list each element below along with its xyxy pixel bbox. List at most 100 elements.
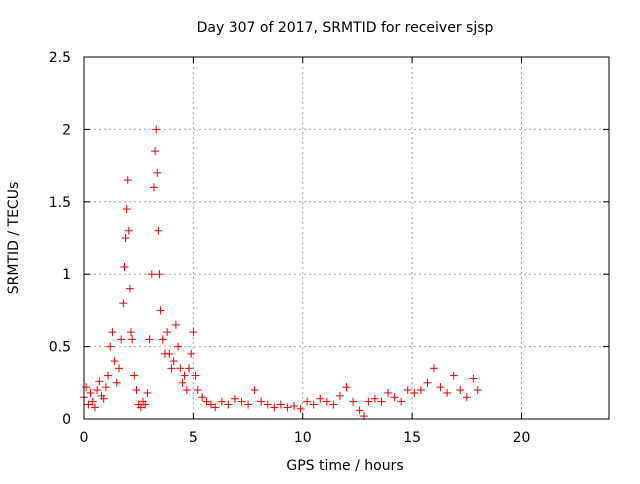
data-point (123, 176, 132, 185)
x-tick-label: 15 (403, 430, 421, 446)
data-point (108, 328, 117, 337)
data-point (84, 400, 93, 409)
x-tick-label: 5 (189, 430, 198, 446)
data-point (128, 335, 137, 344)
data-point (117, 335, 126, 344)
data-point (167, 364, 176, 373)
x-axis-title: GPS time / hours (286, 458, 403, 474)
data-point (141, 400, 150, 409)
data-point (169, 357, 178, 366)
data-point (283, 403, 292, 412)
data-point (263, 400, 272, 409)
x-tick-label: 10 (294, 430, 312, 446)
data-point (99, 394, 108, 403)
data-point (147, 270, 156, 279)
data-point (237, 397, 246, 406)
data-point (115, 364, 123, 373)
plot-frame (83, 56, 610, 420)
data-point (469, 374, 478, 383)
data-point (456, 386, 465, 395)
data-point (270, 403, 279, 412)
data-point (145, 335, 154, 344)
data-point (309, 400, 318, 409)
grid-layer (84, 57, 609, 419)
data-point (202, 397, 211, 406)
x-tick-label: 20 (513, 430, 531, 446)
data-point (163, 328, 172, 337)
x-tick-label: 0 (80, 430, 89, 446)
y-tick-label: 0.5 (49, 340, 71, 356)
data-point (178, 378, 187, 387)
y-tick-label: 0 (62, 412, 71, 428)
data-point (132, 386, 141, 395)
data-point (182, 386, 191, 395)
data-point (151, 147, 160, 156)
data-point (224, 400, 233, 409)
data-point (125, 284, 134, 293)
data-point (101, 383, 110, 392)
data-point (165, 349, 174, 358)
data-point (136, 403, 145, 412)
data-point (90, 403, 99, 412)
data-point (384, 388, 393, 397)
data-point (119, 299, 128, 308)
data-point (93, 386, 102, 395)
data-point (110, 357, 119, 366)
y-axis-title: SRMTID / TECUs (6, 182, 22, 295)
y-tick-label: 1.5 (49, 195, 71, 211)
data-point (156, 306, 165, 315)
data-point (122, 205, 131, 214)
data-point (296, 404, 305, 413)
data-point (130, 371, 139, 380)
data-point (473, 386, 482, 395)
data-point (176, 364, 185, 373)
data-point (124, 226, 133, 235)
data-point (191, 371, 200, 380)
data-point (217, 397, 226, 406)
y-tick-label: 2 (62, 122, 71, 138)
data-point (174, 342, 183, 351)
data-point (152, 125, 161, 134)
data-point (410, 388, 419, 397)
data-point (95, 377, 104, 386)
data-point (120, 262, 129, 271)
data-point (106, 342, 115, 351)
data-point (88, 397, 97, 406)
data-point (329, 400, 338, 409)
data-point (430, 364, 438, 373)
data-point (180, 371, 189, 380)
data-point (127, 328, 136, 337)
data-point (390, 393, 399, 402)
data-point (377, 397, 386, 406)
data-point (335, 391, 344, 400)
data-point (153, 168, 162, 177)
data-point (171, 320, 180, 329)
data-point (370, 394, 379, 403)
y-tick-label: 1 (62, 267, 71, 283)
data-point (185, 364, 193, 373)
data-point (244, 400, 253, 409)
data-point (154, 226, 163, 235)
data-point (355, 406, 364, 415)
data-point (155, 270, 164, 279)
data-point (112, 378, 121, 387)
data-point (290, 401, 298, 410)
data-point (349, 397, 358, 406)
data-point (121, 234, 130, 242)
data-point (416, 386, 425, 395)
data-point (303, 397, 312, 406)
data-point (364, 397, 373, 406)
data-point (206, 400, 215, 409)
data-point (342, 383, 351, 392)
data-point (250, 386, 259, 395)
data-point (449, 371, 458, 380)
data-point (104, 371, 113, 380)
data-point (436, 383, 445, 392)
data-point (276, 400, 285, 409)
data-point (211, 403, 220, 412)
data-point (193, 386, 202, 395)
data-point (143, 388, 152, 397)
